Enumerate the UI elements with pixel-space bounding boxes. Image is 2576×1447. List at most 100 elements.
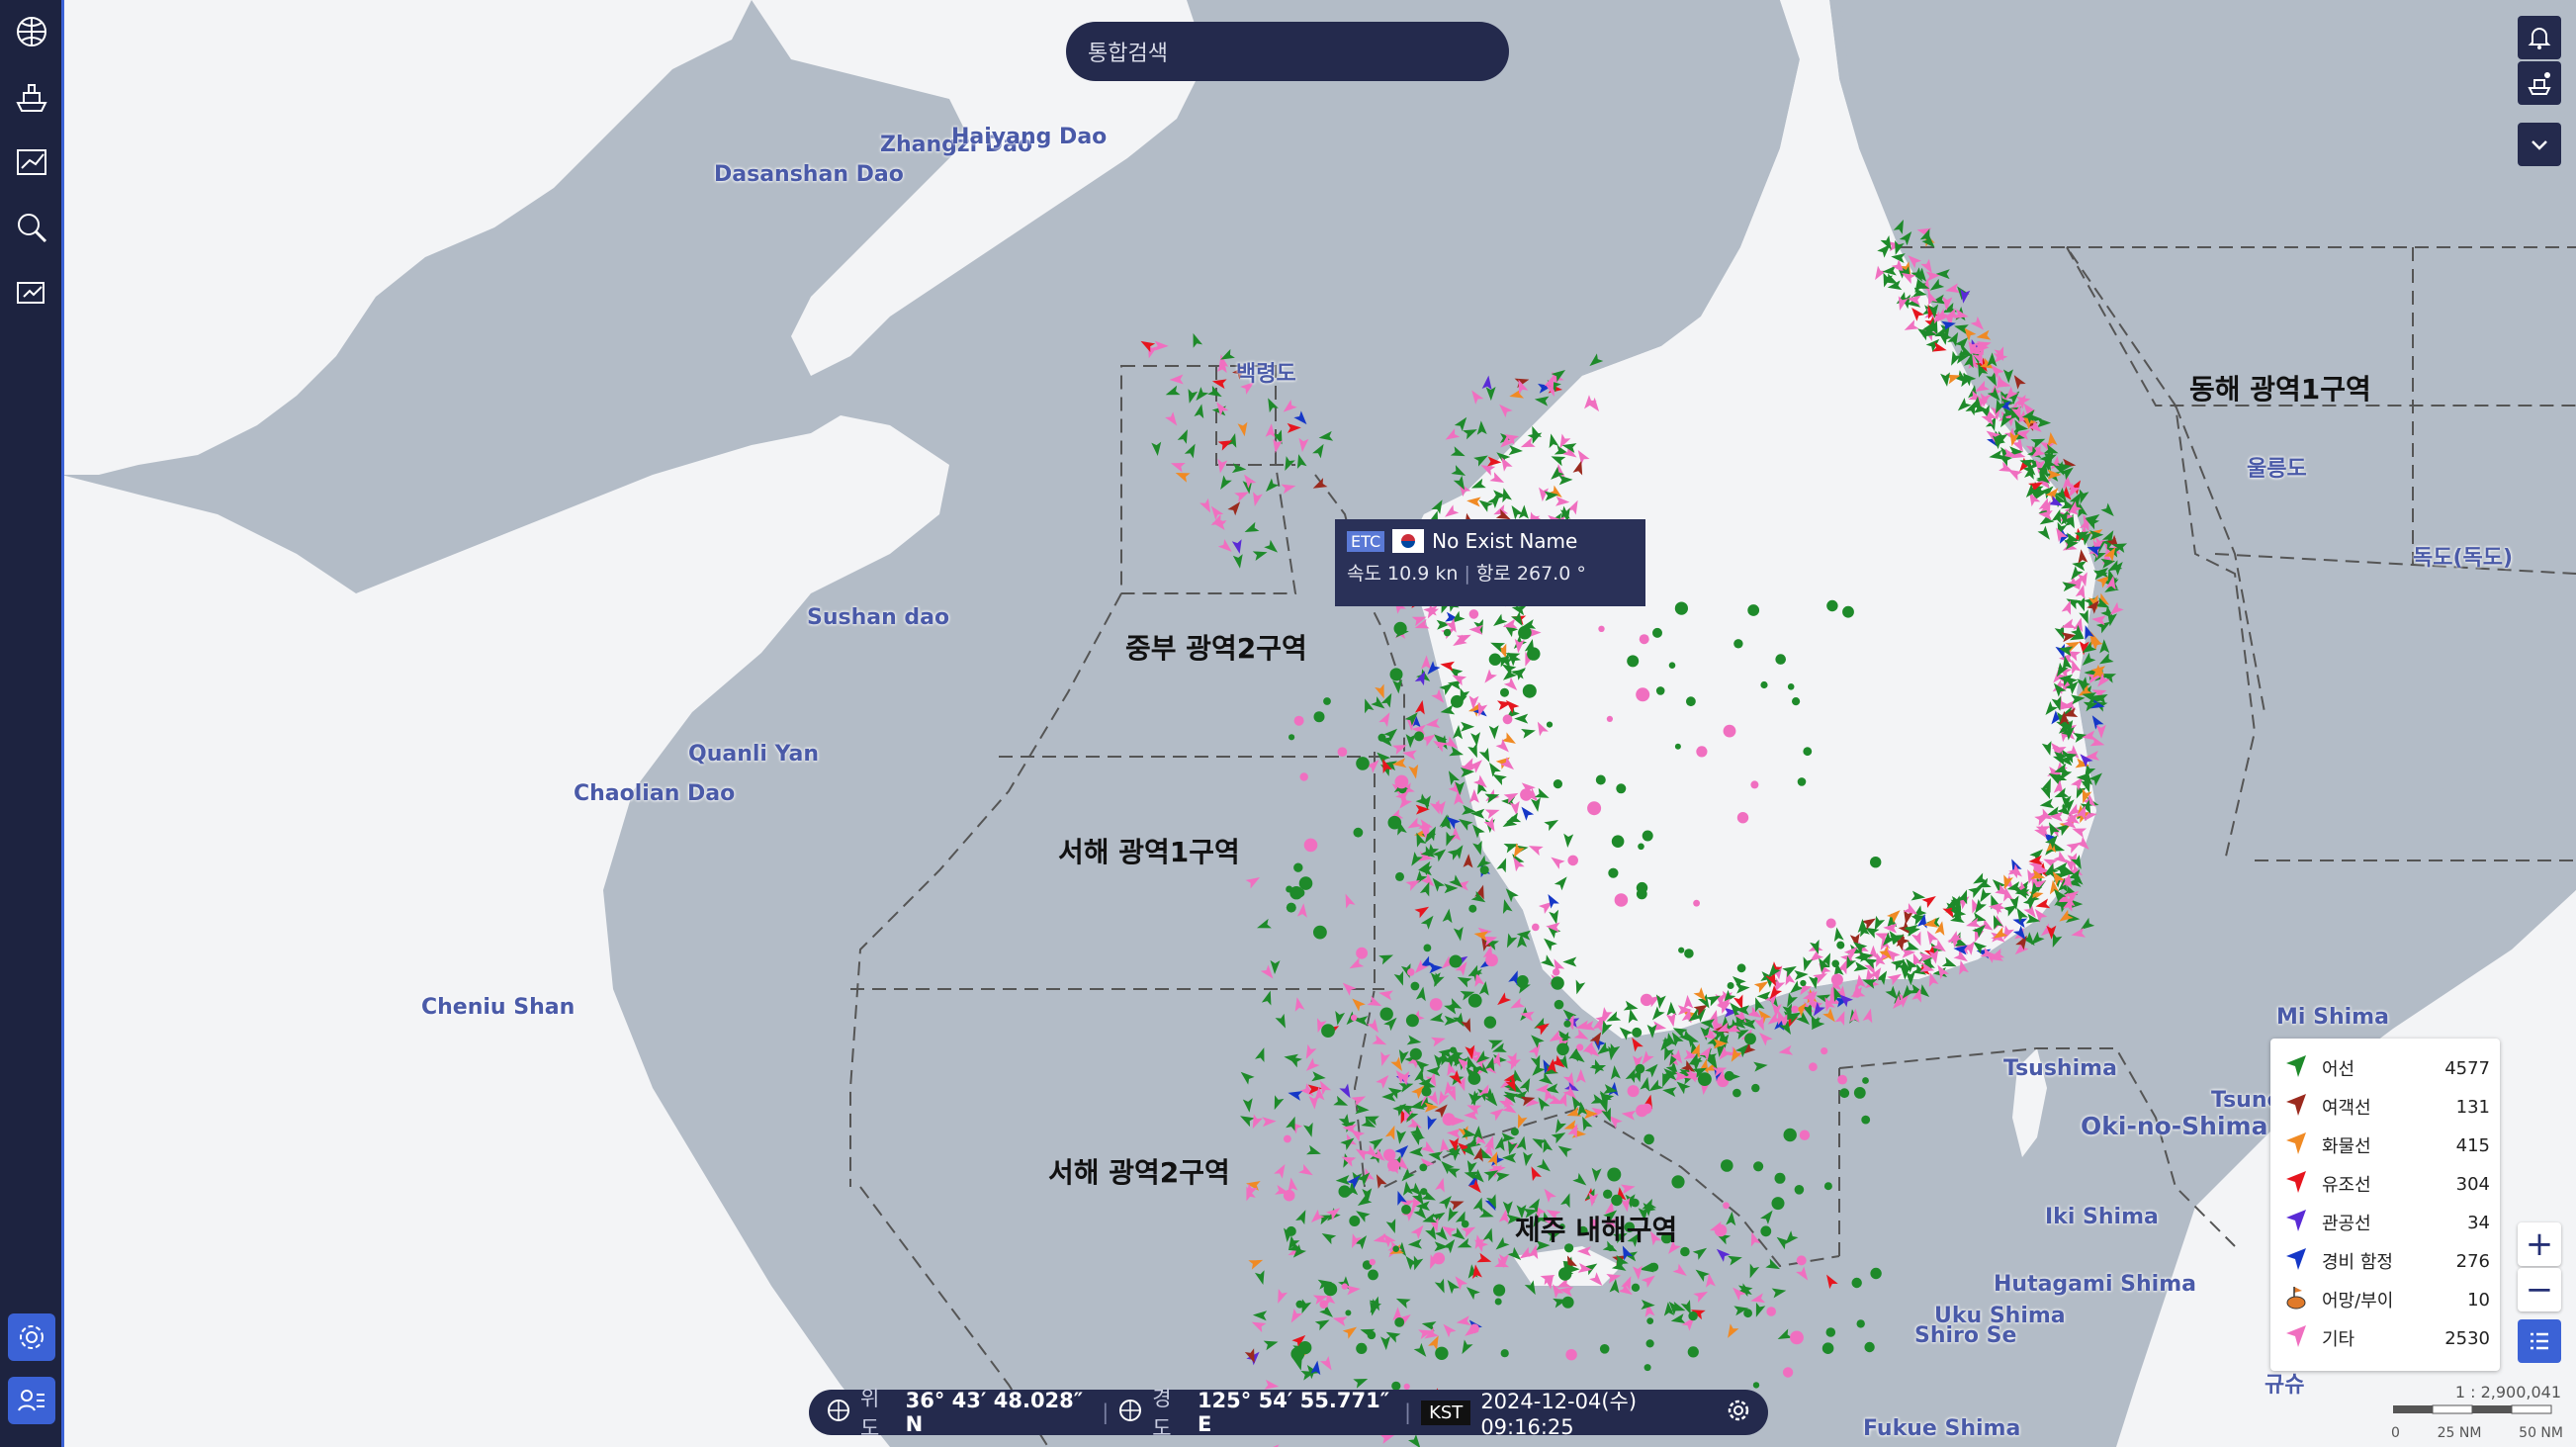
vessel-marker <box>1410 1224 1424 1239</box>
vessel-dot <box>1419 1163 1428 1172</box>
vessel-marker <box>2051 710 2064 725</box>
vessel-marker <box>1288 1235 1300 1250</box>
vessel-marker <box>1165 411 1178 426</box>
integrated-search-input[interactable]: 통합검색 <box>1066 22 1509 81</box>
zoom-in-button[interactable]: + <box>2518 1222 2561 1266</box>
vessel-marker <box>2071 624 2085 639</box>
vessel-marker <box>2089 530 2104 541</box>
vessel-marker <box>2047 431 2058 447</box>
vessel-marker <box>2056 824 2071 837</box>
vessel-marker <box>1570 1049 1585 1063</box>
vessel-marker <box>2065 513 2075 529</box>
vessel-dot <box>1289 886 1303 900</box>
vessel-marker <box>2052 933 2063 948</box>
vessel-marker <box>1457 1237 1472 1248</box>
vessel-marker <box>1562 1085 1576 1099</box>
vessel-marker <box>1864 927 1880 939</box>
vessel-marker <box>1993 927 2008 939</box>
legend-list-icon[interactable] <box>2518 1319 2561 1363</box>
vessel-marker <box>1891 253 1906 263</box>
chevron-down-icon[interactable] <box>2518 123 2561 166</box>
vessel-dot <box>1303 838 1318 853</box>
vessel-marker <box>1554 876 1567 891</box>
ship-alert-icon[interactable] <box>2518 61 2561 105</box>
vessel-marker <box>1765 1258 1781 1270</box>
vessel-marker <box>1385 1219 1396 1234</box>
settings-gear-icon[interactable] <box>8 1313 55 1361</box>
vessel-marker <box>1406 1035 1422 1045</box>
bell-icon[interactable] <box>2518 16 2561 59</box>
vessel-marker <box>1716 1233 1732 1245</box>
legend-row[interactable]: 경비 함정 276 <box>2284 1243 2490 1279</box>
vessel-marker <box>1987 352 1998 367</box>
vessel-marker <box>2054 763 2070 773</box>
settings-gear-icon[interactable] <box>1727 1399 1750 1427</box>
track-map-icon[interactable] <box>8 138 55 186</box>
vessel-marker <box>1813 1002 1825 1017</box>
vessel-marker <box>1272 429 1283 445</box>
vessel-dot <box>1392 1245 1399 1252</box>
zone-label-west-1: 서해 광역1구역 <box>1058 836 1240 868</box>
legend-label: 어망/부이 <box>2322 1291 2394 1311</box>
vessel-marker <box>1664 1045 1674 1061</box>
legend-row[interactable]: 유조선 304 <box>2284 1166 2490 1202</box>
vessel-marker <box>1306 1144 1321 1155</box>
user-profile-icon[interactable] <box>8 1377 55 1424</box>
vessel-marker <box>2069 480 2082 495</box>
vessel-marker <box>1245 876 1261 889</box>
vessel-marker <box>2021 932 2035 947</box>
vessel-markers[interactable] <box>1138 218 2128 1447</box>
vessel-marker <box>1211 379 1227 390</box>
legend-row[interactable]: 기타 2530 <box>2284 1320 2490 1356</box>
legend-row[interactable]: 어망/부이 10 <box>2284 1282 2490 1317</box>
vessel-dot <box>1423 1087 1432 1095</box>
legend-row[interactable]: 어선 4577 <box>2284 1050 2490 1086</box>
vessel-marker <box>2045 835 2058 850</box>
zoom-out-button[interactable]: − <box>2518 1268 2561 1311</box>
vessel-marker <box>1534 787 1550 798</box>
vessel-marker <box>1717 1034 1730 1048</box>
vessel-marker <box>1875 265 1887 281</box>
vessel-marker <box>2071 575 2084 590</box>
vessel-marker <box>2021 409 2035 424</box>
vessel-dot <box>1313 711 1325 723</box>
vessel-dot <box>1680 1246 1690 1257</box>
place-label: Sushan dao <box>807 605 950 630</box>
vessel-marker <box>2062 582 2077 592</box>
vessel-marker <box>1484 1135 1494 1151</box>
ship-icon[interactable] <box>8 73 55 121</box>
analytics-icon[interactable] <box>8 269 55 317</box>
vessel-marker <box>1995 883 2009 896</box>
vessel-marker <box>1424 1327 1439 1339</box>
vessel-dot <box>1432 1252 1446 1265</box>
vessel-marker <box>1342 982 1357 996</box>
vessel-marker <box>2057 892 2073 903</box>
vessel-dot <box>1394 774 1409 789</box>
vessel-marker <box>1717 998 1732 1012</box>
place-label: 규슈 <box>2265 1373 2305 1398</box>
vessel-marker <box>2044 862 2059 875</box>
vessel-marker <box>1432 849 1447 862</box>
legend-row[interactable]: 화물선 415 <box>2284 1128 2490 1163</box>
globe-grid-icon[interactable] <box>8 8 55 55</box>
vessel-marker <box>1177 429 1188 444</box>
vessel-marker <box>1207 385 1222 398</box>
legend-row[interactable]: 여객선 131 <box>2284 1089 2490 1125</box>
vessel-marker <box>1411 1190 1424 1206</box>
vessel-dot <box>1286 1225 1296 1236</box>
legend-row[interactable]: 관공선 34 <box>2284 1205 2490 1240</box>
vessel-marker <box>1861 918 1876 930</box>
vessel-marker <box>1392 678 1403 694</box>
vessel-marker <box>1717 1022 1732 1033</box>
vessel-marker <box>1511 504 1524 520</box>
vessel-marker <box>2092 694 2108 704</box>
vessel-marker <box>1508 652 1521 667</box>
vessel-marker <box>2103 547 2116 562</box>
vessel-marker <box>1976 329 1992 340</box>
vessel-dot <box>1295 1300 1304 1309</box>
vessel-dot <box>1668 662 1676 669</box>
search-zoom-icon[interactable] <box>8 204 55 251</box>
vessel-marker <box>2080 917 2095 931</box>
vessel-marker <box>1428 963 1444 974</box>
